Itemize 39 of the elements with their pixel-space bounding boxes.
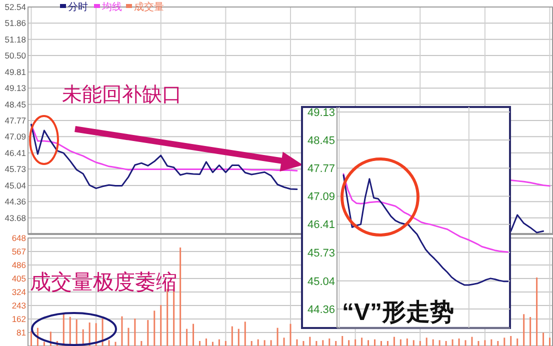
y-tick-label: 405 bbox=[12, 273, 26, 284]
y-tick-label: 52.54 bbox=[4, 2, 26, 12]
y-tick-label: 162 bbox=[12, 314, 26, 324]
y-tick-label: 46.41 bbox=[4, 148, 26, 158]
y-tick-label: 47.77 bbox=[307, 162, 335, 175]
y-tick-label: 50.50 bbox=[4, 50, 26, 61]
line-series bbox=[342, 173, 509, 253]
y-tick-label: 48.45 bbox=[4, 99, 26, 110]
y-tick-label: 45.73 bbox=[4, 164, 26, 174]
line-series bbox=[342, 174, 509, 286]
line-series bbox=[30, 124, 298, 190]
y-tick-label: 45.73 bbox=[307, 247, 335, 260]
y-tick-label: 51.18 bbox=[4, 34, 26, 44]
y-tick-label: 45.04 bbox=[307, 276, 335, 288]
y-tick-label: 486 bbox=[12, 260, 26, 270]
legend-label: 均线 bbox=[101, 1, 122, 13]
y-tick-label: 43.68 bbox=[4, 212, 26, 223]
y-tick-label: 51.86 bbox=[4, 18, 26, 28]
annotation: 成交量极度萎缩 bbox=[30, 271, 177, 294]
annotation: 未能回补缺口 bbox=[62, 84, 182, 106]
y-tick-label: 81 bbox=[16, 327, 26, 338]
y-tick-label: 324 bbox=[12, 286, 26, 297]
y-tick-label: 45.04 bbox=[4, 180, 26, 190]
y-tick-label: 648 bbox=[12, 232, 26, 243]
y-tick-label: 49.81 bbox=[4, 66, 26, 77]
y-tick-label: 44.36 bbox=[4, 196, 26, 207]
y-tick-label: 46.41 bbox=[307, 219, 335, 232]
line-series bbox=[510, 214, 544, 234]
y-tick-label: 243 bbox=[12, 300, 26, 310]
legend-label: 分时 bbox=[68, 1, 88, 13]
y-tick-label: 47.09 bbox=[307, 191, 335, 204]
y-tick-label: 47.77 bbox=[4, 115, 26, 126]
y-tick-label: 48.45 bbox=[307, 134, 335, 147]
y-tick-label: 49.13 bbox=[307, 106, 335, 119]
annotation: “V”形走势 bbox=[342, 299, 454, 326]
y-tick-label: 567 bbox=[12, 246, 26, 256]
y-tick-label: 49.13 bbox=[4, 83, 26, 94]
y-tick-label: 44.36 bbox=[307, 304, 335, 316]
y-tick-label: 47.09 bbox=[4, 132, 26, 142]
